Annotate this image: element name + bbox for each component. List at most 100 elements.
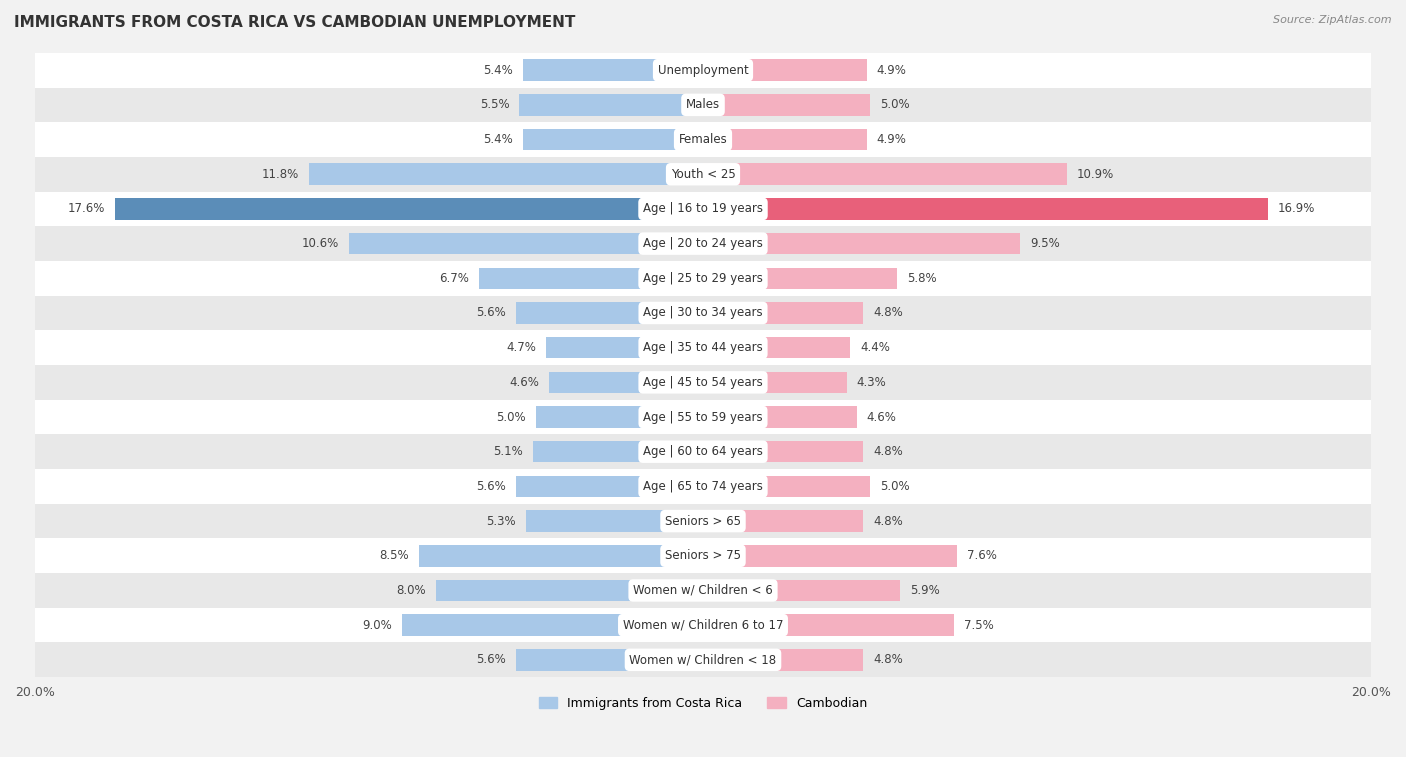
Text: 4.9%: 4.9%: [877, 64, 907, 76]
Bar: [436, 580, 703, 601]
Text: Age | 16 to 19 years: Age | 16 to 19 years: [643, 202, 763, 216]
Text: 4.6%: 4.6%: [866, 410, 897, 423]
Text: 5.4%: 5.4%: [482, 64, 513, 76]
Bar: [35, 435, 1371, 469]
Text: 7.6%: 7.6%: [967, 550, 997, 562]
Text: Age | 30 to 34 years: Age | 30 to 34 years: [643, 307, 763, 319]
Bar: [35, 643, 1371, 678]
Text: 5.6%: 5.6%: [477, 307, 506, 319]
Bar: [35, 157, 1371, 192]
Bar: [479, 267, 703, 289]
Text: 20.0%: 20.0%: [1351, 686, 1391, 699]
Text: Females: Females: [679, 133, 727, 146]
Bar: [703, 164, 1067, 185]
Text: 20.0%: 20.0%: [15, 686, 55, 699]
Bar: [516, 649, 703, 671]
Bar: [419, 545, 703, 566]
Text: Males: Males: [686, 98, 720, 111]
Text: 4.4%: 4.4%: [860, 341, 890, 354]
Text: 5.3%: 5.3%: [486, 515, 516, 528]
Text: 4.8%: 4.8%: [873, 307, 903, 319]
Bar: [35, 400, 1371, 435]
Text: 5.8%: 5.8%: [907, 272, 936, 285]
Text: Source: ZipAtlas.com: Source: ZipAtlas.com: [1274, 15, 1392, 25]
Text: 4.6%: 4.6%: [509, 376, 540, 389]
Text: 5.4%: 5.4%: [482, 133, 513, 146]
Bar: [703, 407, 856, 428]
Bar: [703, 441, 863, 463]
Text: Women w/ Children < 6: Women w/ Children < 6: [633, 584, 773, 597]
Bar: [35, 122, 1371, 157]
Bar: [703, 475, 870, 497]
Text: Women w/ Children < 18: Women w/ Children < 18: [630, 653, 776, 666]
Bar: [35, 573, 1371, 608]
Text: 9.5%: 9.5%: [1031, 237, 1060, 250]
Bar: [35, 469, 1371, 503]
Bar: [349, 233, 703, 254]
Bar: [523, 60, 703, 81]
Text: 10.6%: 10.6%: [302, 237, 339, 250]
Bar: [516, 302, 703, 324]
Bar: [703, 372, 846, 393]
Text: 5.9%: 5.9%: [910, 584, 939, 597]
Bar: [35, 608, 1371, 643]
Bar: [703, 60, 866, 81]
Text: 4.9%: 4.9%: [877, 133, 907, 146]
Text: Unemployment: Unemployment: [658, 64, 748, 76]
Text: 4.7%: 4.7%: [506, 341, 536, 354]
Bar: [533, 441, 703, 463]
Bar: [703, 545, 957, 566]
Bar: [703, 302, 863, 324]
Text: 4.8%: 4.8%: [873, 653, 903, 666]
Text: 8.5%: 8.5%: [380, 550, 409, 562]
Text: Youth < 25: Youth < 25: [671, 168, 735, 181]
Text: 4.8%: 4.8%: [873, 445, 903, 458]
Text: 16.9%: 16.9%: [1278, 202, 1315, 216]
Bar: [35, 296, 1371, 330]
Text: 5.0%: 5.0%: [880, 98, 910, 111]
Bar: [35, 503, 1371, 538]
Text: Seniors > 65: Seniors > 65: [665, 515, 741, 528]
Bar: [309, 164, 703, 185]
Bar: [35, 88, 1371, 122]
Text: 9.0%: 9.0%: [363, 618, 392, 631]
Bar: [35, 365, 1371, 400]
Bar: [115, 198, 703, 220]
Text: Age | 25 to 29 years: Age | 25 to 29 years: [643, 272, 763, 285]
Text: 17.6%: 17.6%: [67, 202, 105, 216]
Text: Seniors > 75: Seniors > 75: [665, 550, 741, 562]
Text: 8.0%: 8.0%: [396, 584, 426, 597]
Bar: [35, 192, 1371, 226]
Bar: [35, 330, 1371, 365]
Bar: [523, 129, 703, 151]
Bar: [703, 129, 866, 151]
Bar: [703, 233, 1021, 254]
Bar: [35, 261, 1371, 296]
Text: 5.6%: 5.6%: [477, 653, 506, 666]
Text: 10.9%: 10.9%: [1077, 168, 1115, 181]
Text: 5.1%: 5.1%: [494, 445, 523, 458]
Bar: [703, 94, 870, 116]
Text: 5.0%: 5.0%: [880, 480, 910, 493]
Text: 4.8%: 4.8%: [873, 515, 903, 528]
Bar: [703, 615, 953, 636]
Bar: [402, 615, 703, 636]
Text: Women w/ Children 6 to 17: Women w/ Children 6 to 17: [623, 618, 783, 631]
Bar: [35, 226, 1371, 261]
Bar: [536, 407, 703, 428]
Bar: [703, 649, 863, 671]
Bar: [703, 337, 851, 358]
Bar: [703, 580, 900, 601]
Bar: [703, 198, 1268, 220]
Legend: Immigrants from Costa Rica, Cambodian: Immigrants from Costa Rica, Cambodian: [533, 692, 873, 715]
Bar: [703, 510, 863, 532]
Text: 4.3%: 4.3%: [856, 376, 886, 389]
Text: 6.7%: 6.7%: [439, 272, 470, 285]
Text: Age | 20 to 24 years: Age | 20 to 24 years: [643, 237, 763, 250]
Text: Age | 45 to 54 years: Age | 45 to 54 years: [643, 376, 763, 389]
Bar: [550, 372, 703, 393]
Bar: [519, 94, 703, 116]
Bar: [546, 337, 703, 358]
Text: 11.8%: 11.8%: [262, 168, 299, 181]
Text: Age | 55 to 59 years: Age | 55 to 59 years: [643, 410, 763, 423]
